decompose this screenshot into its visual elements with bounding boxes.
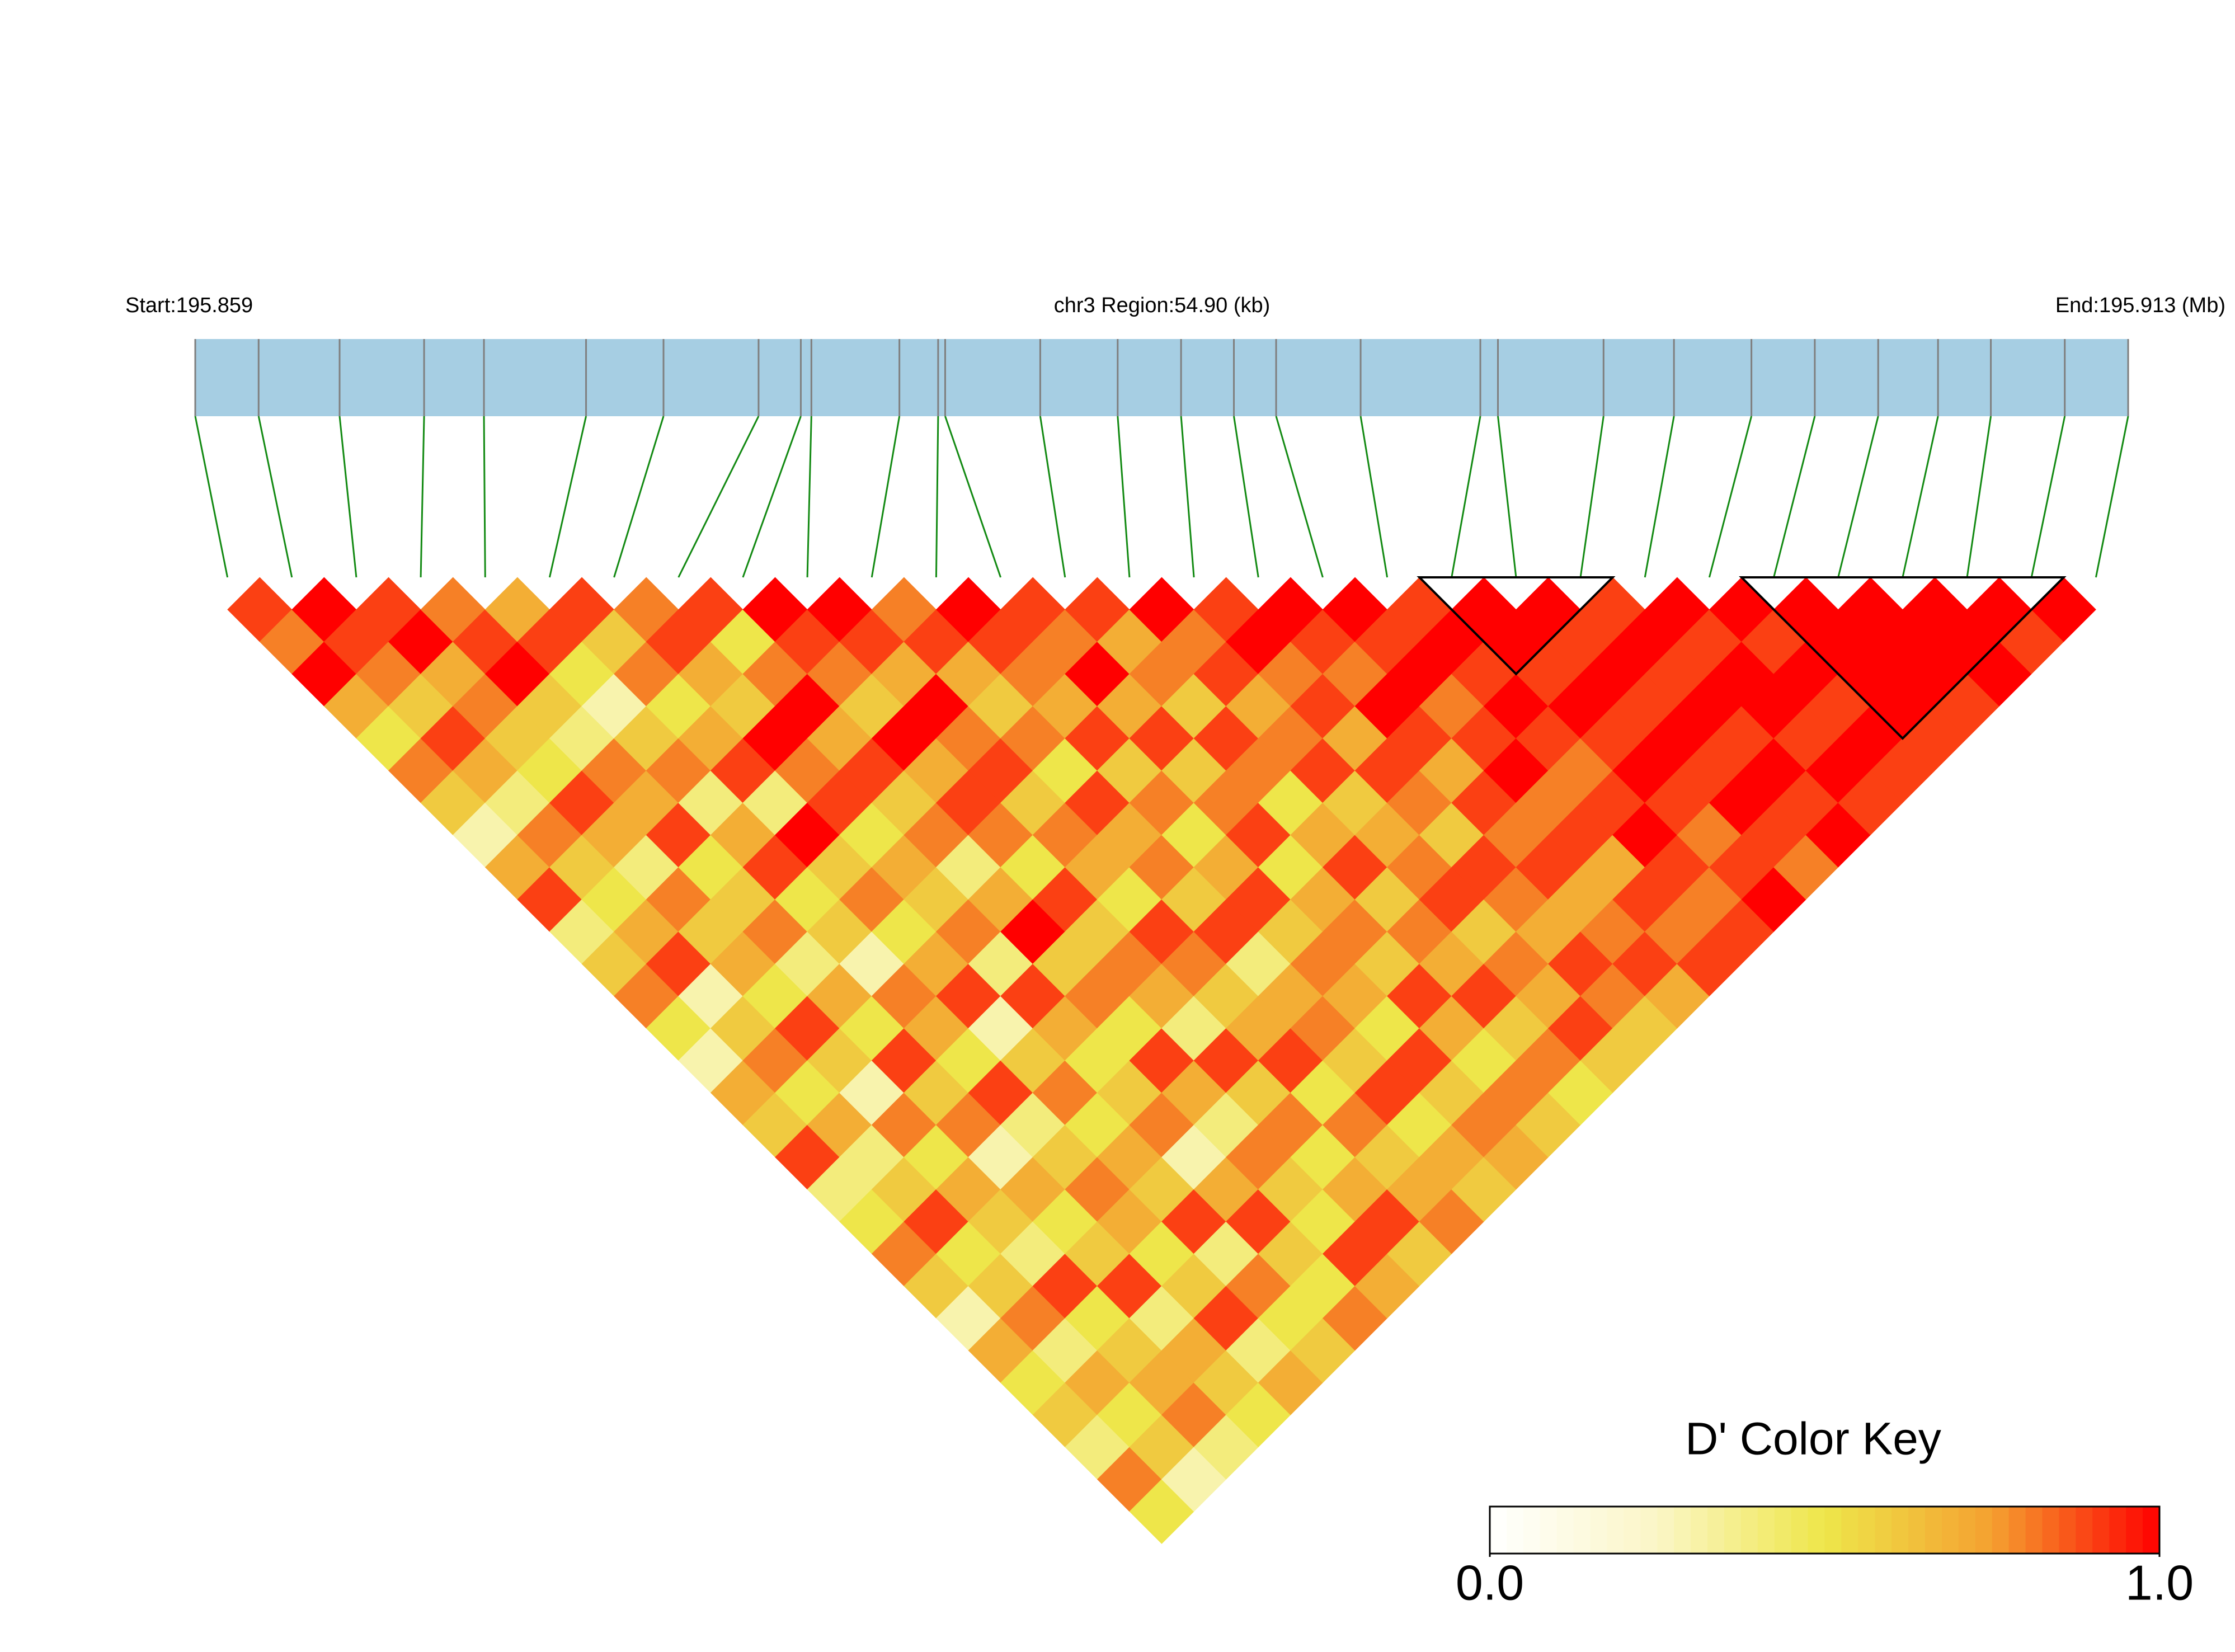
start-label: Start:195.859 xyxy=(125,294,253,317)
color-key-swatch xyxy=(1774,1507,1792,1554)
color-key-swatch xyxy=(1975,1507,1993,1554)
color-key-swatch xyxy=(1523,1507,1541,1554)
snp-link xyxy=(871,416,901,578)
color-key-swatch xyxy=(1707,1507,1725,1554)
snp-link xyxy=(257,416,293,578)
color-key-swatch xyxy=(2025,1507,2043,1554)
snp-track xyxy=(195,339,2128,416)
color-key-swatch xyxy=(1657,1507,1674,1554)
color-key-swatch xyxy=(1590,1507,1608,1554)
end-label: End:195.913 (Mb) xyxy=(2055,294,2225,317)
snp-link xyxy=(548,416,587,578)
snp-link xyxy=(1966,416,1992,578)
snp-link xyxy=(483,416,486,578)
color-key-swatch xyxy=(1640,1507,1658,1554)
snp-link xyxy=(944,416,1002,578)
snp-link xyxy=(1180,416,1195,578)
snp-link xyxy=(1902,416,1939,578)
color-key-title: D' Color Key xyxy=(1685,1414,1941,1465)
color-key-swatch xyxy=(2076,1507,2093,1554)
color-key-swatch xyxy=(2059,1507,2077,1554)
snp-link xyxy=(1497,416,1517,578)
color-key-swatch xyxy=(1941,1507,1959,1554)
snp-link xyxy=(2030,416,2066,578)
color-key-swatch xyxy=(2008,1507,2026,1554)
color-key-swatch xyxy=(1740,1507,1758,1554)
color-key-swatch xyxy=(1506,1507,1524,1554)
color-key-swatch xyxy=(1992,1507,2010,1554)
color-key-swatch xyxy=(1908,1507,1926,1554)
color-key-swatch xyxy=(1757,1507,1775,1554)
snp-link xyxy=(420,416,425,578)
color-key-swatch xyxy=(1891,1507,1909,1554)
color-key-swatch xyxy=(1858,1507,1876,1554)
color-key-swatch xyxy=(2042,1507,2060,1554)
color-key-swatch xyxy=(1624,1507,1641,1554)
snp-link xyxy=(742,416,802,578)
color-key-frame xyxy=(1489,1505,2161,1555)
color-key-swatch xyxy=(1691,1507,1708,1554)
color-key-tick-label: 1.0 xyxy=(2125,1555,2194,1610)
snp-link xyxy=(194,416,229,578)
color-key-swatch xyxy=(1674,1507,1691,1554)
region-title: chr3 Region:54.90 (kb) xyxy=(1054,294,1271,317)
color-key-swatch xyxy=(1808,1507,1825,1554)
color-key-swatch xyxy=(1925,1507,1942,1554)
snp-link xyxy=(1117,416,1131,578)
snp-link xyxy=(806,416,812,578)
color-key-swatch xyxy=(1875,1507,1892,1554)
snp-link xyxy=(1451,416,1481,578)
color-key-swatch xyxy=(1958,1507,1976,1554)
ld-block xyxy=(1417,576,1616,676)
snp-link xyxy=(1837,416,1879,578)
ld-block xyxy=(1739,576,2067,740)
snp-link xyxy=(1275,416,1324,578)
color-key-swatch xyxy=(1540,1507,1558,1554)
color-key-swatch xyxy=(2126,1507,2143,1554)
color-key-tick-label: 0.0 xyxy=(1456,1555,1524,1610)
color-key-swatch xyxy=(1791,1507,1809,1554)
color-key-swatch xyxy=(1824,1507,1842,1554)
color-key-swatch xyxy=(1490,1507,1507,1554)
snp-link xyxy=(1644,416,1675,578)
snp-link xyxy=(1773,416,1816,578)
snp-link xyxy=(935,416,939,578)
color-key-swatch xyxy=(2092,1507,2110,1554)
color-key-swatch xyxy=(1607,1507,1625,1554)
snp-link xyxy=(1708,416,1753,578)
snp-link xyxy=(1579,416,1605,578)
color-key-swatch xyxy=(1556,1507,1574,1554)
snp-link xyxy=(2095,416,2129,578)
snp-link xyxy=(1359,416,1389,578)
snp-link xyxy=(1039,416,1066,578)
color-key-swatch xyxy=(1724,1507,1742,1554)
color-key-swatch xyxy=(2109,1507,2126,1554)
snp-link xyxy=(1233,416,1259,578)
color-key-swatch xyxy=(1841,1507,1859,1554)
snp-link xyxy=(613,416,665,578)
color-key-swatch xyxy=(1573,1507,1591,1554)
snp-link xyxy=(677,416,760,578)
color-key-swatch xyxy=(2143,1507,2160,1554)
snp-link xyxy=(338,416,357,578)
